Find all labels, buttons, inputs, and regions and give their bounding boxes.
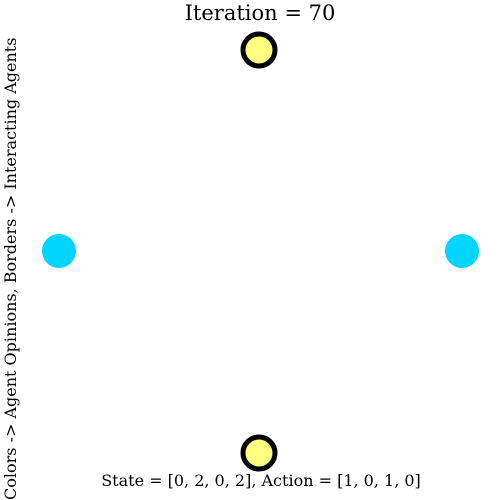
figure-title: Iteration = 70 xyxy=(184,1,336,25)
agent-node-right xyxy=(445,234,479,268)
agent-node-left xyxy=(42,234,76,268)
state-action-caption: State = [0, 2, 0, 2], Action = [1, 0, 1,… xyxy=(101,471,421,490)
agent-node-bottom xyxy=(240,434,278,472)
agent-node-top xyxy=(240,31,278,69)
